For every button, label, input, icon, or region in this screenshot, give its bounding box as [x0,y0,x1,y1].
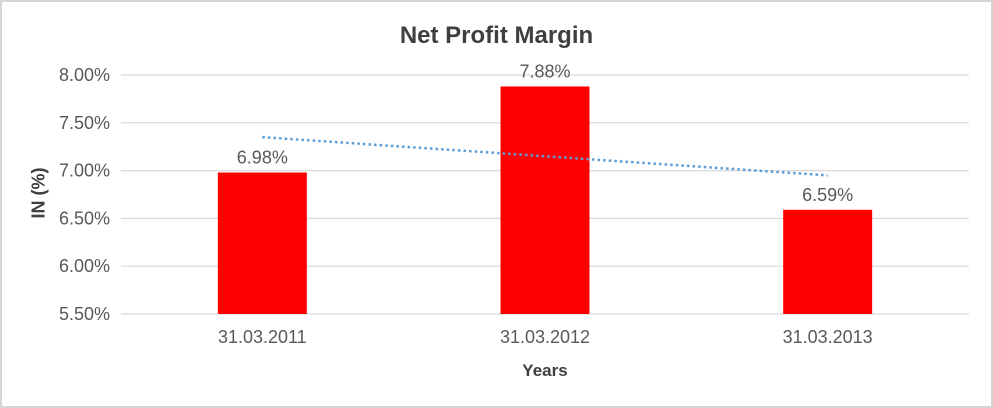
y-tick-label: 8.00% [59,65,110,85]
y-tick-label: 7.00% [59,161,110,181]
y-tick-label: 6.50% [59,208,110,228]
chart-title: Net Profit Margin [399,22,594,49]
x-tick-label: 31.03.2013 [783,327,873,347]
trendline [262,135,828,177]
data-label: 6.59% [802,185,853,205]
y-tick-label: 7.50% [59,113,110,133]
data-label: 7.88% [519,61,570,81]
bar [217,172,307,314]
x-tick-label: 31.03.2012 [500,327,590,347]
x-axis-title: Years [522,361,568,380]
data-label: 6.98% [237,148,288,168]
bar [783,209,873,314]
x-tick-label: 31.03.2011 [218,327,307,347]
y-tick-label: 5.50% [59,304,110,324]
y-tick-label: 6.00% [59,256,110,276]
bar [500,86,590,314]
